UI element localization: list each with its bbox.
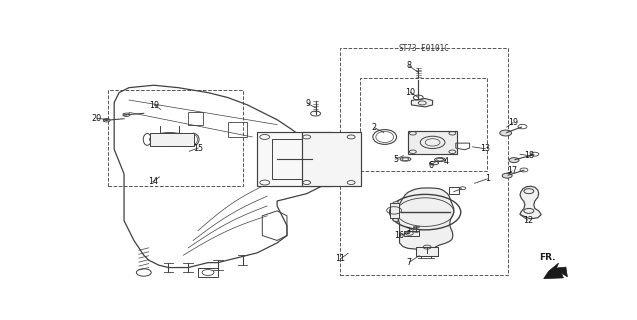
Text: 14: 14: [148, 177, 158, 186]
Text: FR.: FR.: [539, 253, 555, 262]
Text: 11: 11: [335, 254, 345, 263]
Text: 1: 1: [485, 174, 490, 183]
Text: 19: 19: [508, 118, 518, 127]
Text: 8: 8: [407, 61, 412, 70]
Bar: [189, 112, 203, 124]
Bar: [360, 78, 487, 172]
Text: 20: 20: [92, 114, 102, 123]
Text: 18: 18: [524, 151, 534, 160]
Polygon shape: [393, 201, 398, 222]
Text: 3: 3: [406, 227, 411, 236]
Text: 10: 10: [405, 88, 415, 97]
Bar: [404, 231, 419, 236]
Bar: [449, 187, 459, 194]
Text: 17: 17: [507, 166, 517, 175]
Bar: [108, 90, 243, 186]
Text: 5: 5: [393, 155, 398, 164]
Text: 6: 6: [429, 161, 434, 170]
Bar: [257, 132, 331, 186]
Polygon shape: [544, 263, 568, 279]
Text: 7: 7: [407, 258, 412, 267]
Text: 19: 19: [150, 101, 160, 110]
Text: ST73-E0101C: ST73-E0101C: [399, 44, 450, 53]
Polygon shape: [397, 188, 454, 249]
Circle shape: [502, 173, 512, 178]
Bar: [272, 140, 317, 179]
Polygon shape: [412, 99, 433, 107]
Text: 16: 16: [394, 231, 404, 240]
Text: 13: 13: [480, 144, 490, 153]
Bar: [390, 203, 399, 218]
Polygon shape: [520, 186, 541, 219]
Text: 15: 15: [193, 144, 203, 153]
Bar: [340, 48, 508, 275]
Circle shape: [500, 130, 512, 136]
Bar: [198, 268, 218, 277]
Bar: [417, 247, 438, 256]
Text: 12: 12: [523, 216, 533, 225]
Bar: [408, 131, 457, 154]
Bar: [228, 122, 247, 137]
Circle shape: [509, 158, 519, 163]
Bar: [150, 133, 194, 146]
Text: 2: 2: [372, 123, 377, 132]
Text: 4: 4: [443, 156, 448, 166]
Text: 9: 9: [305, 99, 310, 108]
Bar: [302, 132, 361, 186]
